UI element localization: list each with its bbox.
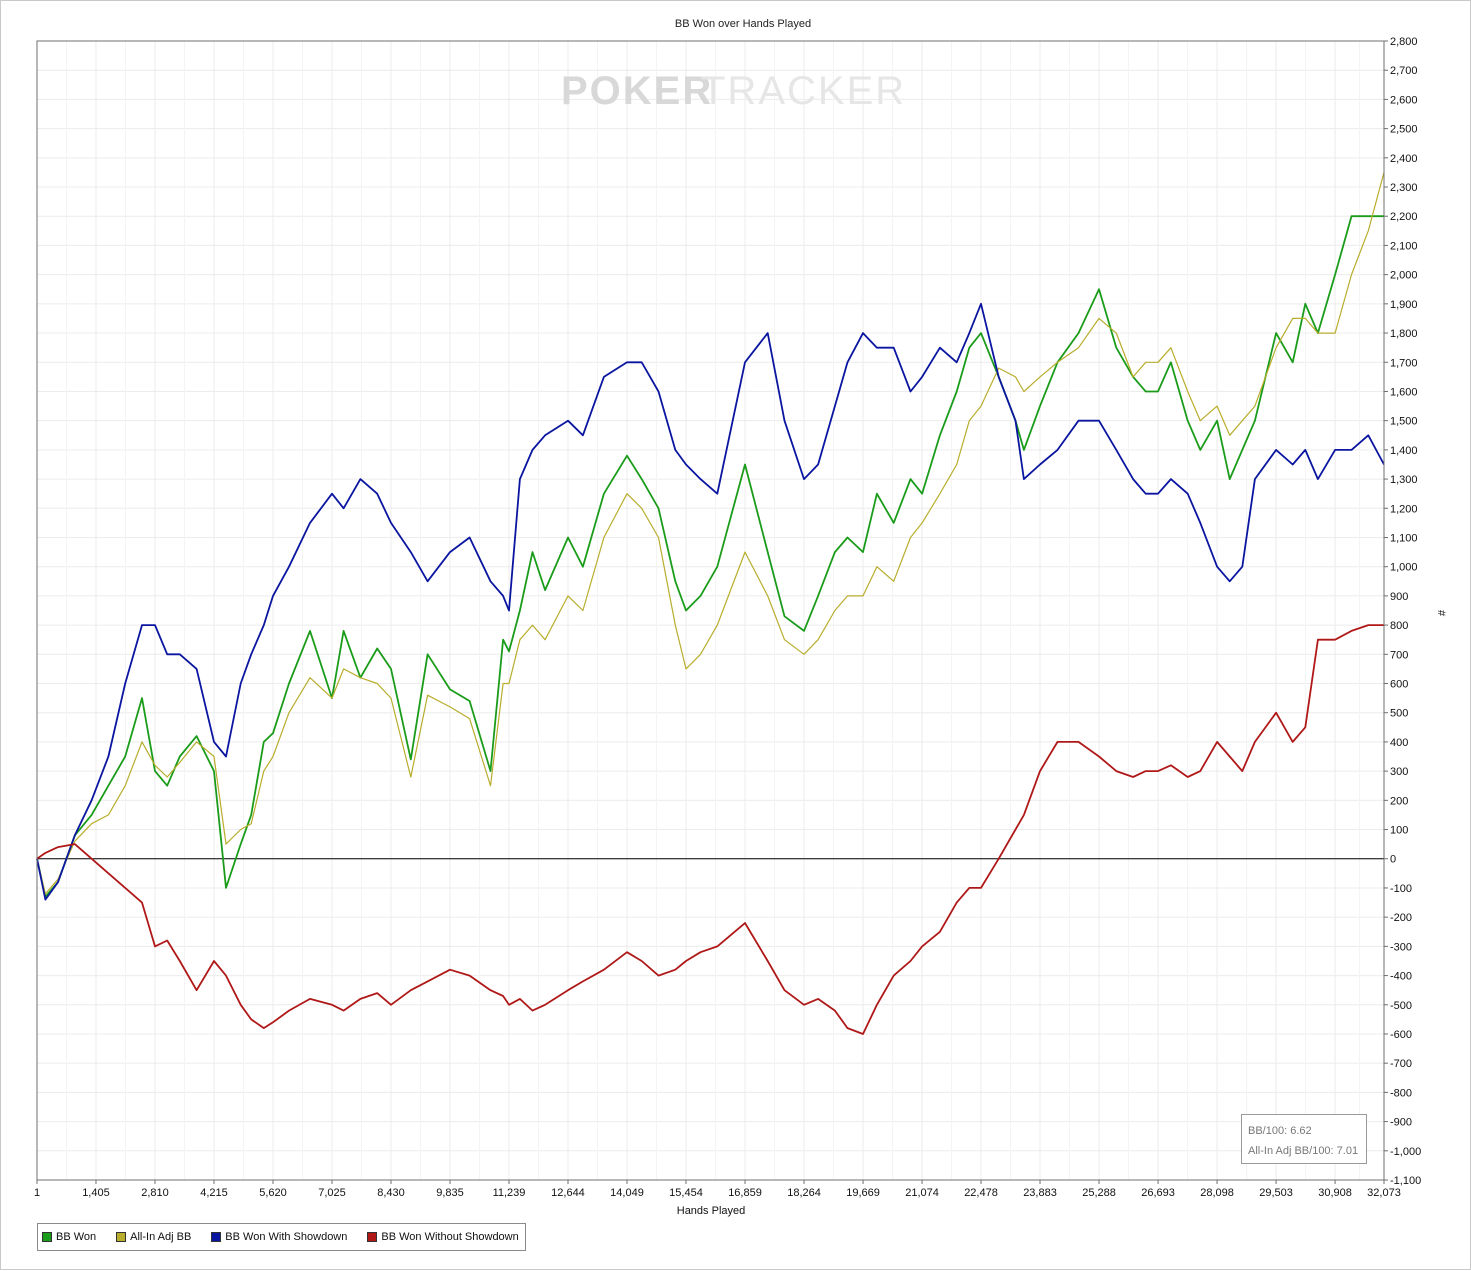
y-tick-label: 2,400 xyxy=(1390,153,1418,165)
x-tick-label: 8,430 xyxy=(377,1187,405,1199)
x-tick-label: 11,239 xyxy=(493,1187,526,1199)
y-tick-label: -900 xyxy=(1390,1117,1412,1129)
x-tick-label: 1,405 xyxy=(82,1187,110,1199)
x-tick-label: 14,049 xyxy=(610,1187,644,1199)
x-tick-label: 16,859 xyxy=(728,1187,762,1199)
legend-label-all-in-adj-bb: All-In Adj BB xyxy=(130,1231,192,1243)
x-tick-label: 12,644 xyxy=(551,1187,585,1199)
legend-swatch-bb-won xyxy=(42,1232,52,1242)
legend-item-all-in-adj-bb[interactable]: All-In Adj BB xyxy=(116,1231,191,1243)
y-tick-label: 900 xyxy=(1390,591,1408,603)
y-tick-label: -500 xyxy=(1390,1000,1412,1012)
legend-label-bb-won-with-showdown: BB Won With Showdown xyxy=(225,1231,348,1243)
x-tick-label: 25,288 xyxy=(1082,1187,1116,1199)
legend-label-bb-won-without-showdown: BB Won Without Showdown xyxy=(381,1231,519,1243)
y-tick-label: -400 xyxy=(1390,971,1412,983)
y-tick-label: 1,900 xyxy=(1390,299,1418,311)
series-line-bb-won xyxy=(36,215,1384,898)
series-line-bb-won-with-showdown xyxy=(36,302,1385,901)
legend-item-bb-won[interactable]: BB Won xyxy=(42,1231,96,1243)
chart-title: BB Won over Hands Played xyxy=(675,18,811,30)
x-tick-label: 23,883 xyxy=(1023,1187,1057,1199)
legend-label-bb-won: BB Won xyxy=(56,1231,97,1243)
y-tick-label: 600 xyxy=(1390,679,1408,691)
y-tick-label: 1,100 xyxy=(1390,532,1418,544)
y-tick-label: -300 xyxy=(1390,941,1412,953)
x-tick-label: 2,810 xyxy=(141,1187,169,1199)
x-tick-label: 32,073 xyxy=(1367,1187,1401,1199)
y-tick-label: 1,400 xyxy=(1390,445,1418,457)
x-axis: 1 1,405 2,810 4,215 5,620 7,025 8,430 9,835 11,2… xyxy=(34,1180,1401,1199)
legend-swatch-bb-won-without-showdown xyxy=(367,1232,378,1242)
y-tick-label: 2,800 xyxy=(1390,36,1418,48)
y-tick-label: -700 xyxy=(1390,1058,1412,1070)
x-tick-label: 18,264 xyxy=(787,1187,821,1199)
y-tick-label: 1,600 xyxy=(1390,386,1418,398)
y-tick-label: 300 xyxy=(1390,766,1408,778)
x-tick-label: 5,620 xyxy=(259,1187,287,1199)
y-tick-label: -100 xyxy=(1390,883,1412,895)
x-tick-label: 30,908 xyxy=(1318,1187,1352,1199)
y-tick-label: -600 xyxy=(1390,1029,1412,1041)
legend-item-bb-won-without-showdown[interactable]: BB Won Without Showdown xyxy=(367,1231,519,1243)
y-tick-label: 1,800 xyxy=(1390,328,1418,340)
x-tick-label: 26,693 xyxy=(1141,1187,1175,1199)
x-tick-label: 19,669 xyxy=(846,1187,880,1199)
y-tick-label: -200 xyxy=(1390,912,1412,924)
legend-swatch-bb-won-with-showdown xyxy=(211,1232,222,1242)
y-tick-label: 2,000 xyxy=(1390,270,1418,282)
y-tick-label: 0 xyxy=(1390,854,1396,866)
y-tick-label: 700 xyxy=(1390,649,1408,661)
y-tick-label: 800 xyxy=(1390,620,1408,632)
y-tick-label: 100 xyxy=(1390,825,1408,837)
x-tick-label: 7,025 xyxy=(318,1187,346,1199)
y-tick-label: 1,700 xyxy=(1390,357,1418,369)
legend-item-bb-won-with-showdown[interactable]: BB Won With Showdown xyxy=(211,1231,347,1243)
y-tick-label: 1,200 xyxy=(1390,503,1418,515)
bb-per-100-stats-box: BB/100: 6.62 All-In Adj BB/100: 7.01 xyxy=(1241,1114,1367,1164)
plot-area-border xyxy=(36,40,1385,1181)
chart-legend: BB Won All-In Adj BB BB Won With Showdow… xyxy=(37,1223,526,1251)
watermark-text-poker: POKER xyxy=(561,69,713,113)
y-tick-label: 1,500 xyxy=(1390,416,1418,428)
x-tick-label: 22,478 xyxy=(964,1187,998,1199)
y-axis: 2,800 2,700 2,600 2,500 2,400 2,300 2,200 2,100… xyxy=(1384,36,1421,1187)
x-tick-label: 15,454 xyxy=(669,1187,703,1199)
y-tick-label: 2,300 xyxy=(1390,182,1418,194)
x-tick-label: 9,835 xyxy=(436,1187,464,1199)
x-tick-label: 29,503 xyxy=(1259,1187,1293,1199)
x-tick-label: 21,074 xyxy=(905,1187,939,1199)
series-line-bb-won-without-showdown xyxy=(36,624,1384,1035)
x-axis-title: Hands Played xyxy=(677,1205,746,1217)
y-tick-label: 400 xyxy=(1390,737,1408,749)
y-tick-label: 500 xyxy=(1390,708,1408,720)
x-tick-label: 4,215 xyxy=(200,1187,228,1199)
y-tick-label: 2,600 xyxy=(1390,94,1418,106)
y-tick-label: 2,700 xyxy=(1390,65,1418,77)
y-tick-label: -1,000 xyxy=(1390,1146,1421,1158)
series-line-all-in-adj-bb xyxy=(36,172,1385,895)
series-layer xyxy=(36,172,1385,1035)
y-axis-title: # xyxy=(1435,610,1447,617)
legend-swatch-all-in-adj-bb xyxy=(116,1232,127,1242)
allin-adj-bb-per-100-stat: All-In Adj BB/100: 7.01 xyxy=(1248,1145,1359,1157)
bb-per-100-stat: BB/100: 6.62 xyxy=(1248,1125,1312,1137)
y-tick-label: 1,300 xyxy=(1390,474,1418,486)
poker-tracker-watermark: POKER TRACKER xyxy=(561,69,906,113)
y-tick-label: 200 xyxy=(1390,795,1408,807)
y-tick-label: -800 xyxy=(1390,1087,1412,1099)
y-tick-label: 2,500 xyxy=(1390,124,1418,136)
y-tick-label: 1,000 xyxy=(1390,562,1418,574)
y-tick-label: 2,100 xyxy=(1390,240,1418,252)
x-tick-label: 1 xyxy=(34,1187,40,1199)
grid-layer xyxy=(36,40,1384,1181)
watermark-text-tracker: TRACKER xyxy=(701,69,906,113)
y-tick-label: 2,200 xyxy=(1390,211,1418,223)
x-tick-label: 28,098 xyxy=(1200,1187,1234,1199)
y-tick-label: -1,100 xyxy=(1390,1175,1421,1187)
